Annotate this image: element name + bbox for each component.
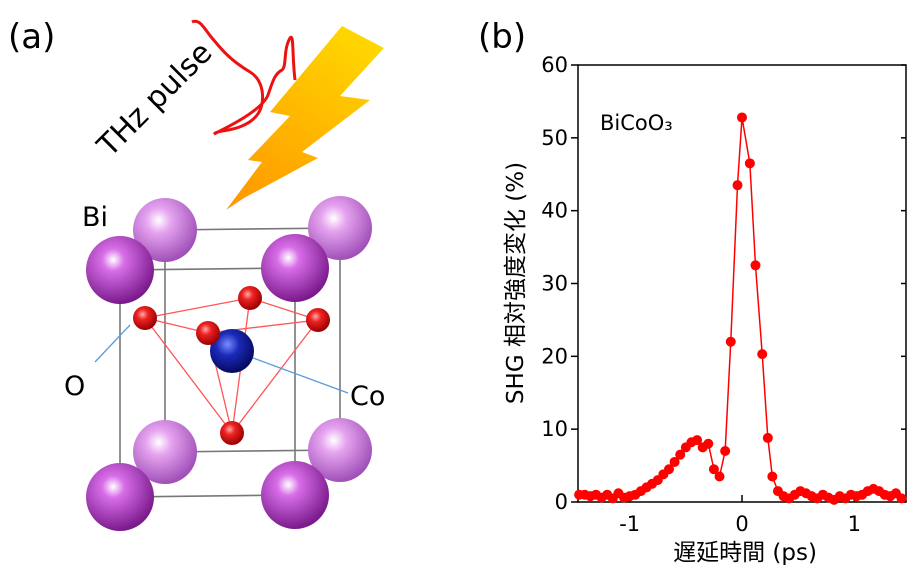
annotation: BiCoO₃ <box>600 111 673 135</box>
panel-label: (b) <box>478 17 526 57</box>
co-pointer <box>245 355 348 393</box>
bi-atom <box>86 463 154 531</box>
chart: (b) BiCoO₃ 遅延時間 (ps) SHG 相対強度変化 (%) 0102… <box>478 17 907 566</box>
data-point <box>720 446 730 456</box>
o-atom <box>238 286 262 310</box>
y-axis-label: SHG 相対強度変化 (%) <box>503 162 529 404</box>
bi-label: Bi <box>82 202 108 233</box>
x-tick-label: -1 <box>619 512 640 536</box>
data-point <box>767 472 777 482</box>
x-axis-label: 遅延時間 (ps) <box>673 540 817 566</box>
o-atom <box>133 306 157 330</box>
data-point <box>733 180 743 190</box>
data-point <box>745 158 755 168</box>
pulse-label: THz pulse <box>90 35 219 164</box>
x-tick-label: 1 <box>848 512 861 536</box>
data-point <box>897 493 907 503</box>
y-tick-label: 20 <box>541 344 568 368</box>
data-point <box>750 260 760 270</box>
thz-pulse <box>192 21 295 134</box>
data-point <box>737 112 747 122</box>
panel-label: (a) <box>8 17 55 57</box>
lightning-bolt <box>226 26 384 210</box>
y-tick-label: 60 <box>541 53 568 77</box>
y-tick-label: 30 <box>541 272 568 296</box>
data-point <box>715 472 725 482</box>
bi-atom <box>261 461 329 529</box>
data-point <box>763 433 773 443</box>
co-label: Co <box>350 381 385 412</box>
y-tick-label: 10 <box>541 417 568 441</box>
o-atom <box>196 321 220 345</box>
data-point <box>757 349 767 359</box>
bi-atom <box>261 234 329 302</box>
y-tick-label: 0 <box>555 490 568 514</box>
figure: (a) THz pulse Bi O Co <box>0 0 907 570</box>
series-line <box>579 117 901 499</box>
y-tick-label: 50 <box>541 126 568 150</box>
o-label: O <box>64 371 85 402</box>
bi-atom <box>86 236 154 304</box>
x-tick-label: 0 <box>735 512 748 536</box>
data-point <box>703 439 713 449</box>
o-atom <box>220 421 244 445</box>
crystal-diagram: (a) THz pulse Bi O Co <box>8 17 385 531</box>
o-pointer <box>95 325 130 362</box>
y-tick-label: 40 <box>541 199 568 223</box>
o-atom <box>306 308 330 332</box>
data-point <box>726 337 736 347</box>
